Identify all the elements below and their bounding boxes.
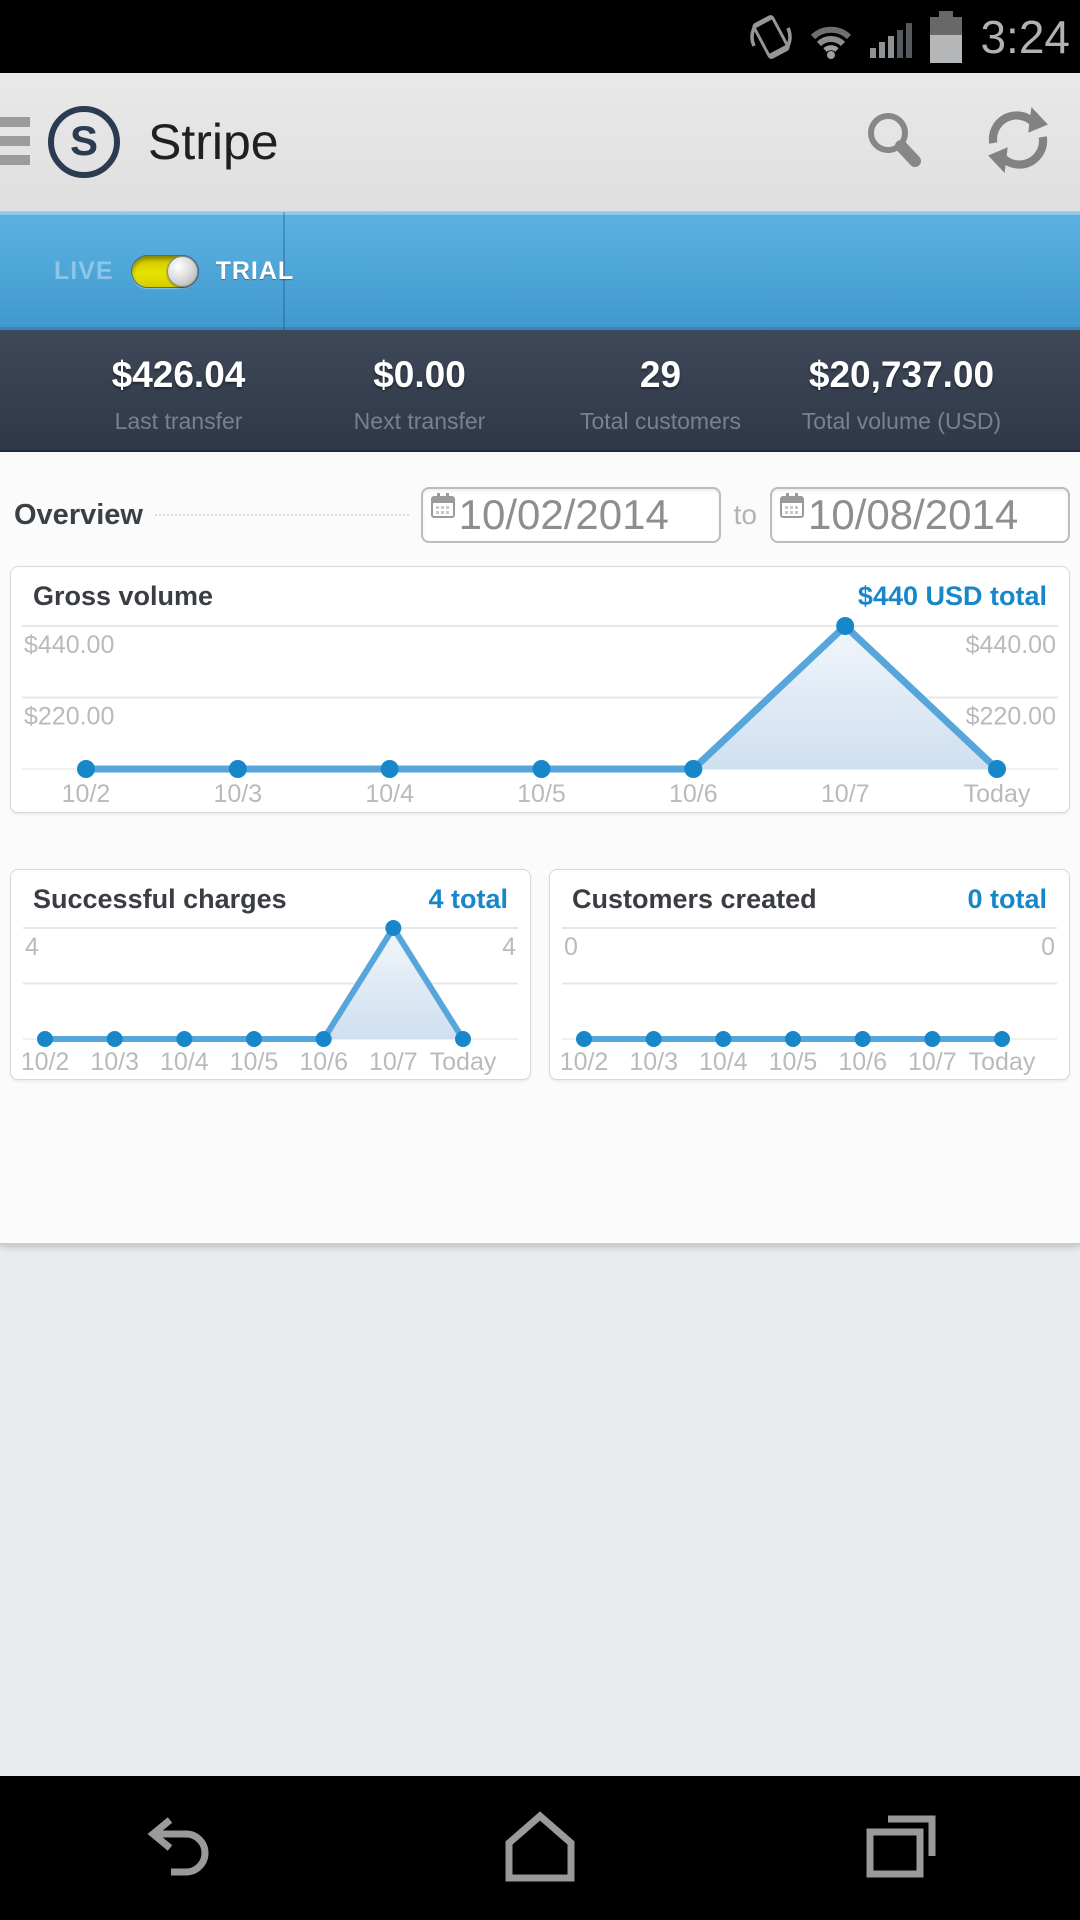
- chart-title: Customers created: [572, 884, 817, 914]
- svg-text:$220.00: $220.00: [24, 703, 114, 731]
- stat-total-customers: 29 Total customers: [540, 330, 781, 450]
- app-bar: S Stripe: [0, 73, 1080, 212]
- stat-next-transfer: $0.00 Next transfer: [299, 330, 540, 450]
- chart-title: Successful charges: [33, 884, 287, 914]
- svg-text:10/2: 10/2: [23, 1048, 69, 1076]
- gross-volume-chart: $440.00 $440.00 $220.00 $220.00 10/2 10/3 10/4…: [22, 617, 1058, 808]
- chart-title: Gross volume: [33, 581, 214, 611]
- vibrate-icon: [748, 8, 794, 66]
- svg-text:10/2: 10/2: [62, 780, 111, 808]
- overview-row: Overview 10/02/2014 to: [10, 452, 1070, 544]
- gross-volume-card: Gross volume $440 USD total $440.00 $440.…: [10, 566, 1070, 813]
- svg-text:10/7: 10/7: [821, 780, 870, 808]
- date-to-input[interactable]: 10/08/2014: [770, 487, 1070, 543]
- live-label: LIVE: [54, 256, 114, 285]
- wifi-icon: [807, 14, 855, 60]
- android-nav-bar: [0, 1776, 1080, 1920]
- menu-icon[interactable]: [0, 117, 30, 165]
- stats-bar: $426.04 Last transfer $0.00 Next transfe…: [0, 330, 1080, 452]
- svg-text:Today: Today: [969, 1048, 1036, 1076]
- search-icon: [860, 107, 926, 178]
- stat-label: Last transfer: [114, 408, 243, 434]
- section-heading: Overview: [14, 498, 143, 531]
- stat-value: $20,737.00: [808, 354, 995, 395]
- trial-label: TRIAL: [215, 256, 295, 285]
- mode-bar: LIVE TRIAL: [0, 212, 1080, 330]
- svg-text:10/3: 10/3: [629, 1048, 678, 1076]
- customers-created-chart: 0 0 10/2 10/3 10/4 10/5 10/6 10/7 Today: [562, 927, 1057, 1076]
- svg-text:10/3: 10/3: [90, 1048, 139, 1076]
- svg-text:$440.00: $440.00: [24, 631, 114, 659]
- to-label: to: [733, 499, 757, 530]
- svg-text:10/5: 10/5: [517, 780, 566, 808]
- stat-label: Total volume (USD): [801, 408, 1002, 434]
- svg-text:10/4: 10/4: [699, 1048, 748, 1076]
- svg-text:Today: Today: [430, 1048, 497, 1076]
- live-trial-toggle[interactable]: [130, 254, 199, 288]
- stripe-logo-icon: S: [48, 106, 120, 178]
- calendar-icon: [780, 493, 804, 524]
- stat-label: Total customers: [579, 408, 742, 434]
- home-button[interactable]: [360, 1776, 720, 1920]
- svg-text:0: 0: [1041, 933, 1055, 961]
- svg-text:10/7: 10/7: [369, 1048, 418, 1076]
- date-from-value: 10/02/2014: [458, 491, 669, 538]
- svg-text:4: 4: [502, 933, 516, 961]
- svg-text:10/5: 10/5: [769, 1048, 818, 1076]
- brand: S Stripe: [48, 106, 279, 178]
- stat-total-volume: $20,737.00 Total volume (USD): [781, 330, 1022, 450]
- svg-text:0: 0: [564, 933, 578, 961]
- status-bar: 3:24: [0, 0, 1080, 73]
- date-to-value: 10/08/2014: [808, 491, 1019, 538]
- empty-background: [0, 1245, 1080, 1776]
- svg-text:Today: Today: [964, 780, 1031, 808]
- svg-text:$220.00: $220.00: [966, 703, 1056, 731]
- refresh-icon: [983, 105, 1053, 180]
- svg-text:10/6: 10/6: [299, 1048, 348, 1076]
- customers-created-card: Customers created 0 total 0 0 10/2 10/3 10/4…: [549, 869, 1070, 1080]
- calendar-icon: [430, 493, 455, 524]
- stat-value: $0.00: [373, 354, 466, 395]
- svg-text:10/4: 10/4: [365, 780, 414, 808]
- recents-icon: [860, 1806, 940, 1891]
- back-icon: [140, 1806, 220, 1891]
- signal-strength-icon: [868, 14, 916, 60]
- home-icon: [499, 1806, 581, 1891]
- search-button[interactable]: [830, 73, 955, 211]
- page-title: Stripe: [148, 114, 279, 170]
- svg-text:10/2: 10/2: [562, 1048, 608, 1076]
- back-button[interactable]: [0, 1776, 360, 1920]
- stat-value: $426.04: [111, 354, 246, 395]
- svg-text:10/4: 10/4: [160, 1048, 209, 1076]
- date-from-input[interactable]: 10/02/2014: [420, 487, 721, 543]
- chart-total: $440 USD total: [857, 581, 1047, 611]
- recents-button[interactable]: [720, 1776, 1080, 1920]
- chart-total: 0 total: [967, 884, 1047, 914]
- chart-total: 4 total: [428, 884, 508, 914]
- toggle-knob-icon: [166, 255, 198, 287]
- clock: 3:24: [980, 10, 1070, 63]
- svg-text:4: 4: [25, 933, 39, 961]
- svg-text:10/3: 10/3: [213, 780, 262, 808]
- successful-charges-card: Successful charges 4 total 4 4 10/2 10/3 10/…: [10, 869, 531, 1080]
- stat-label: Next transfer: [353, 408, 486, 434]
- refresh-button[interactable]: [955, 73, 1080, 211]
- svg-text:10/6: 10/6: [838, 1048, 887, 1076]
- divider: [154, 514, 409, 516]
- dashboard-content: Overview 10/02/2014 to: [0, 452, 1080, 1245]
- successful-charges-chart: 4 4 10/2 10/3 10/4 10/5 10/6 10/7 Today: [23, 920, 518, 1076]
- svg-text:10/5: 10/5: [230, 1048, 279, 1076]
- svg-text:$440.00: $440.00: [966, 631, 1056, 659]
- battery-icon: [929, 10, 963, 63]
- divider: [283, 212, 285, 330]
- svg-text:10/7: 10/7: [908, 1048, 957, 1076]
- stat-last-transfer: $426.04 Last transfer: [58, 330, 299, 450]
- stat-value: 29: [639, 354, 682, 395]
- svg-text:10/6: 10/6: [669, 780, 718, 808]
